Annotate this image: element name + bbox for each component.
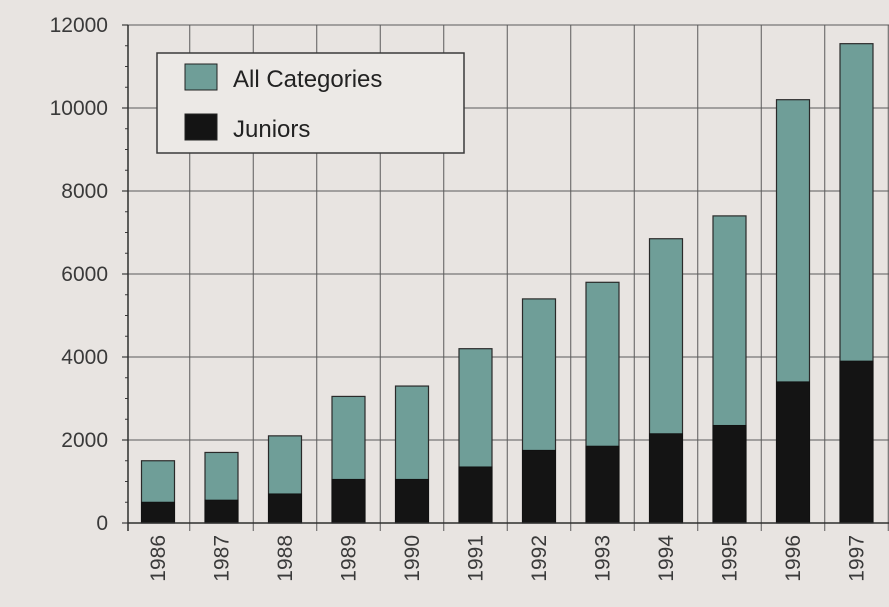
- x-tick-label: 1993: [592, 535, 615, 582]
- bar-juniors-1996: [776, 381, 810, 524]
- x-tick-label: 1988: [274, 535, 297, 582]
- bar-juniors-1995: [712, 424, 747, 524]
- y-tick-label: 8000: [61, 180, 108, 203]
- legend-label-all-categories: All Categories: [233, 66, 382, 93]
- x-tick-label: 1987: [211, 535, 234, 582]
- bar-juniors-1988: [268, 493, 302, 524]
- bar-juniors-1994: [649, 433, 683, 524]
- bar-juniors-1997: [839, 360, 874, 524]
- bar-juniors-1987: [204, 499, 239, 524]
- y-tick-label: 12000: [50, 14, 108, 37]
- x-tick-label: 1991: [465, 535, 488, 582]
- legend: All Categories Juniors: [156, 52, 465, 154]
- bar-juniors-1991: [458, 466, 493, 524]
- x-tick-label: 1997: [846, 535, 869, 582]
- x-tick-label: 1996: [782, 535, 805, 582]
- axes: [122, 24, 889, 531]
- bar-juniors-1990: [395, 478, 429, 524]
- y-tick-label: 2000: [61, 429, 108, 452]
- x-tick-label: 1989: [338, 535, 361, 582]
- x-tick-label: 1995: [719, 535, 742, 582]
- y-tick-label: 4000: [61, 346, 108, 369]
- x-tick-label: 1994: [655, 535, 678, 582]
- y-tick-label: 0: [96, 512, 108, 535]
- bar-juniors-1989: [331, 478, 366, 524]
- y-tick-label: 10000: [50, 97, 108, 120]
- x-tick-labels: 1986 1987 1988 1989 1990 1991 1992 1993 1994 1995…: [147, 535, 869, 582]
- legend-swatch-juniors: [184, 113, 218, 141]
- x-tick-label: 1992: [528, 535, 551, 582]
- x-tick-label: 1986: [147, 535, 170, 582]
- legend-label-juniors: Juniors: [233, 116, 310, 143]
- bar-juniors-1993: [585, 445, 620, 524]
- y-tick-labels: 0 2000 4000 6000 8000 10000 12000: [50, 14, 108, 535]
- bar-juniors-1992: [522, 449, 556, 524]
- bar-juniors-1986: [141, 501, 175, 524]
- x-tick-label: 1990: [401, 535, 424, 582]
- legend-swatch-all-categories: [184, 63, 218, 91]
- y-tick-label: 6000: [61, 263, 108, 286]
